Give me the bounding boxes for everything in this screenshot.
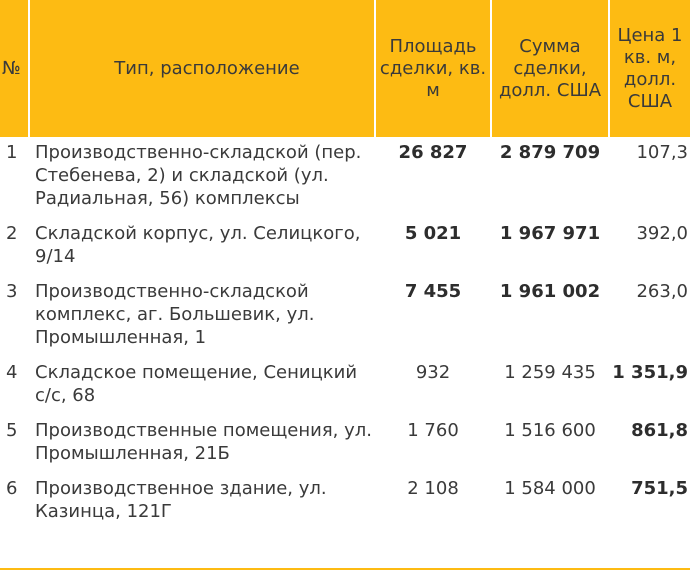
header-num: № [0,0,30,137]
table-row: 3 Производственно-складской комплекс, аг… [0,280,690,361]
row-type: Складской корпус, ул. Селицкого, 9/14 [35,223,361,267]
row-num: 3 [6,281,18,302]
table-row: 5 Производственные помещения, ул. Промыш… [0,419,690,477]
row-type: Производственные помещения, ул. Промышле… [35,420,372,464]
header-sum: Сумма сделки, долл. США [491,0,610,137]
row-sum: 1 961 002 [499,281,601,302]
row-num: 1 [6,142,18,163]
row-price: 392,0 [636,223,688,244]
table-row: 4 Складское помещение, Сеницкий с/с, 68 … [0,361,690,419]
row-area: 5 021 [404,223,462,244]
row-area: 2 108 [407,478,459,499]
table-row: 6 Производственное здание, ул. Казинца, … [0,477,690,535]
row-num: 5 [6,420,18,441]
row-price: 263,0 [636,281,688,302]
row-area: 26 827 [398,142,468,163]
table-header: № Тип, расположение Площадь сделки, кв. … [0,0,690,137]
header-price: Цена 1 кв. м, долл. США [609,0,690,137]
row-type: Производственное здание, ул. Казинца, 12… [35,478,327,522]
header-type: Тип, расположение [29,0,376,137]
row-area: 1 760 [407,420,459,441]
row-type: Производственно-складской (пер. Стебенев… [35,142,362,209]
row-price: 861,8 [631,420,688,441]
header-area: Площадь сделки, кв. м [375,0,492,137]
row-num: 4 [6,362,18,383]
table-row: 1 Производственно-складской (пер. Стебен… [0,137,690,222]
row-sum: 1 584 000 [504,478,596,499]
row-price: 107,3 [636,142,688,163]
row-num: 2 [6,223,18,244]
row-price: 1 351,9 [612,362,688,383]
row-area: 932 [415,362,451,383]
row-type: Производственно-складской комплекс, аг. … [35,281,315,348]
table-bottom-rule [0,568,690,570]
row-price: 751,5 [631,478,688,499]
row-sum: 1 967 971 [499,223,601,244]
row-area: 7 455 [404,281,462,302]
row-sum: 1 516 600 [504,420,596,441]
table-body: 1 Производственно-складской (пер. Стебен… [0,137,690,535]
table-row: 2 Складской корпус, ул. Селицкого, 9/14 … [0,222,690,280]
header-row: № Тип, расположение Площадь сделки, кв. … [0,0,690,137]
row-sum: 2 879 709 [499,142,601,163]
row-type: Складское помещение, Сеницкий с/с, 68 [35,362,358,406]
deals-table: № Тип, расположение Площадь сделки, кв. … [0,0,690,535]
row-sum: 1 259 435 [504,362,596,383]
row-num: 6 [6,478,18,499]
